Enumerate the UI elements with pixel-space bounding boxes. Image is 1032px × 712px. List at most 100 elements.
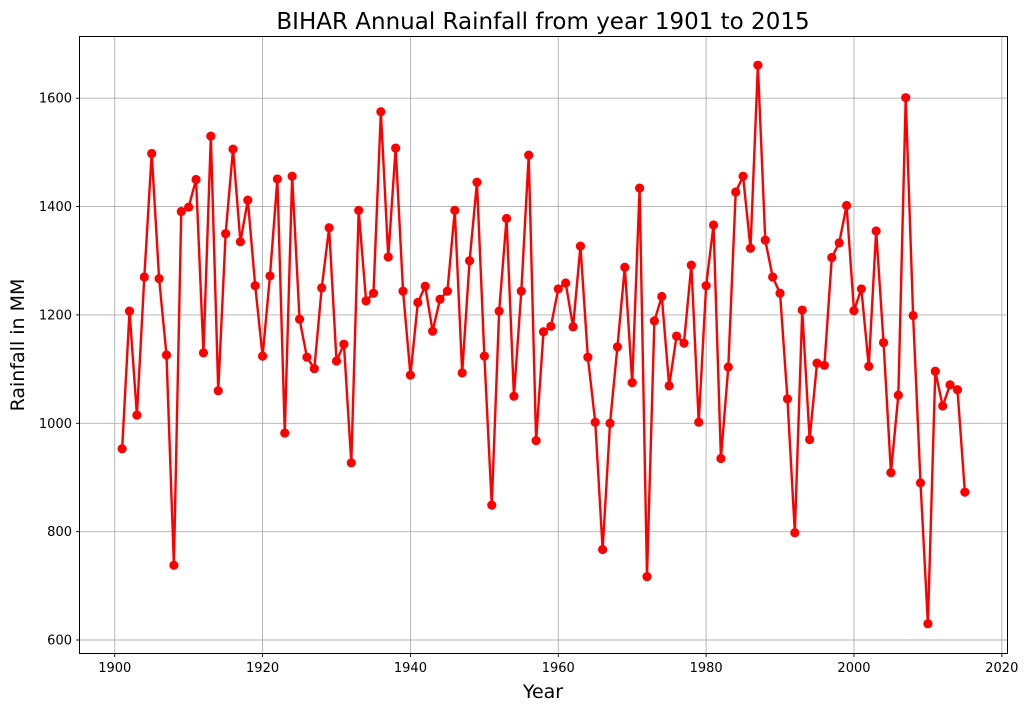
y-tick-label: 1600 bbox=[39, 92, 72, 107]
y-tick-label: 1400 bbox=[39, 200, 72, 215]
data-point bbox=[841, 200, 852, 211]
data-point bbox=[265, 271, 275, 281]
data-point bbox=[930, 366, 940, 376]
data-point bbox=[797, 305, 807, 315]
data-point bbox=[457, 368, 467, 378]
data-point bbox=[317, 283, 327, 293]
x-tick-label: 1900 bbox=[98, 661, 131, 676]
data-point bbox=[464, 256, 475, 266]
data-point bbox=[184, 202, 194, 212]
data-point bbox=[856, 284, 866, 294]
data-point bbox=[354, 205, 364, 215]
data-point bbox=[361, 296, 371, 306]
data-point bbox=[147, 148, 157, 159]
x-tick-label: 1920 bbox=[246, 661, 279, 676]
data-point bbox=[834, 238, 844, 248]
data-point bbox=[612, 342, 623, 352]
data-point bbox=[435, 294, 445, 304]
chart-title: BIHAR Annual Rainfall from year 1901 to … bbox=[276, 9, 809, 35]
x-tick-label: 2000 bbox=[837, 661, 870, 676]
y-tick-label: 800 bbox=[47, 525, 72, 540]
data-point bbox=[649, 316, 659, 326]
x-tick-label: 1980 bbox=[690, 661, 723, 676]
data-point bbox=[221, 229, 231, 239]
data-point bbox=[864, 361, 874, 372]
data-point bbox=[768, 272, 778, 282]
data-point bbox=[694, 417, 704, 427]
data-point bbox=[915, 478, 926, 488]
data-point bbox=[228, 144, 238, 154]
data-point bbox=[176, 206, 186, 217]
data-point bbox=[583, 352, 593, 362]
data-point bbox=[413, 297, 423, 308]
data-point bbox=[775, 288, 785, 298]
data-point bbox=[642, 572, 652, 582]
data-point bbox=[708, 220, 719, 230]
data-point bbox=[154, 274, 164, 284]
data-point bbox=[117, 444, 127, 454]
data-point bbox=[479, 351, 489, 361]
data-point bbox=[871, 226, 881, 236]
data-point bbox=[553, 284, 563, 294]
data-point bbox=[516, 286, 526, 296]
data-point bbox=[627, 378, 637, 388]
data-point bbox=[686, 260, 696, 270]
data-point bbox=[169, 560, 179, 570]
data-point bbox=[827, 252, 837, 263]
data-point bbox=[302, 352, 312, 362]
data-point bbox=[472, 177, 482, 187]
data-point bbox=[738, 171, 748, 181]
x-tick-label: 1960 bbox=[542, 661, 575, 676]
data-point bbox=[664, 381, 674, 391]
data-point bbox=[568, 322, 578, 332]
data-point bbox=[405, 370, 416, 380]
y-axis-label: Rainfall in MM bbox=[7, 279, 29, 412]
data-point bbox=[546, 321, 556, 331]
data-point bbox=[494, 306, 504, 316]
data-point bbox=[250, 281, 260, 291]
data-point bbox=[782, 394, 793, 404]
data-point bbox=[383, 252, 393, 262]
data-point bbox=[331, 356, 342, 366]
data-point bbox=[945, 380, 955, 390]
data-point bbox=[442, 286, 452, 296]
data-point bbox=[391, 143, 401, 153]
data-point bbox=[760, 235, 770, 245]
data-point bbox=[635, 183, 645, 193]
x-axis-label: Year bbox=[522, 681, 563, 703]
data-point bbox=[191, 174, 201, 185]
y-tick-label: 600 bbox=[47, 633, 72, 648]
grid-lines bbox=[80, 37, 1007, 653]
data-point bbox=[908, 310, 918, 321]
data-point bbox=[309, 363, 319, 374]
data-point bbox=[376, 107, 386, 117]
data-point bbox=[206, 131, 216, 141]
data-point bbox=[679, 338, 689, 348]
data-point bbox=[790, 528, 800, 538]
data-point bbox=[605, 418, 615, 428]
data-point bbox=[716, 453, 726, 464]
data-point bbox=[139, 272, 149, 282]
data-point bbox=[538, 327, 549, 337]
data-point bbox=[280, 428, 290, 438]
data-point bbox=[901, 93, 911, 103]
data-point bbox=[243, 195, 253, 205]
data-point bbox=[886, 467, 896, 478]
data-point bbox=[368, 288, 379, 298]
data-point bbox=[819, 360, 830, 370]
data-point bbox=[398, 286, 408, 296]
data-point bbox=[161, 350, 172, 360]
data-point bbox=[938, 401, 948, 411]
data-point bbox=[960, 487, 970, 497]
data-point bbox=[923, 619, 933, 629]
data-point bbox=[213, 386, 223, 396]
y-tick-label: 1000 bbox=[39, 417, 72, 432]
data-point bbox=[657, 291, 667, 302]
data-point bbox=[324, 223, 334, 233]
x-tick-label: 1940 bbox=[394, 661, 427, 676]
data-point bbox=[812, 358, 822, 368]
rainfall-line bbox=[120, 63, 967, 625]
data-point bbox=[952, 385, 963, 395]
x-tick-label: 2020 bbox=[985, 661, 1018, 676]
